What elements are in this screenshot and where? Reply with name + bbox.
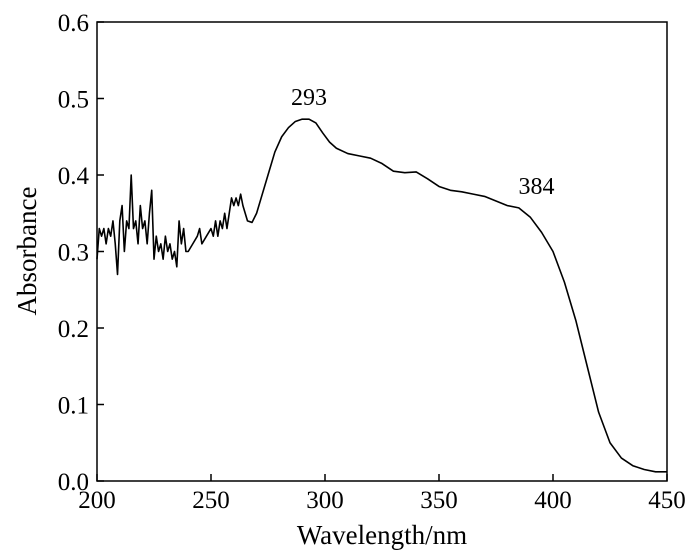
y-tick-label: 0.6: [58, 10, 89, 37]
annotation: 293: [291, 85, 327, 111]
y-tick-label: 0.5: [58, 87, 89, 114]
x-tick-label: 400: [534, 487, 572, 514]
x-tick-label: 300: [306, 487, 344, 514]
y-tick-label: 0.0: [58, 469, 89, 496]
y-tick-label: 0.1: [58, 393, 89, 420]
y-tick-label: 0.3: [58, 240, 89, 267]
x-tick-label: 350: [420, 487, 458, 514]
spectrum-line: [96, 118, 667, 473]
x-tick-label: 250: [192, 487, 230, 514]
y-axis-label: Absorbance: [12, 187, 42, 316]
y-tick-label: 0.2: [58, 316, 89, 343]
plot-frame: [96, 21, 668, 482]
x-tick-label: 200: [78, 487, 116, 514]
x-tick-label: 450: [648, 487, 686, 514]
y-tick-label: 0.4: [58, 163, 90, 190]
x-axis-label: Wavelength/nm: [297, 520, 467, 550]
annotation: 384: [519, 174, 555, 200]
